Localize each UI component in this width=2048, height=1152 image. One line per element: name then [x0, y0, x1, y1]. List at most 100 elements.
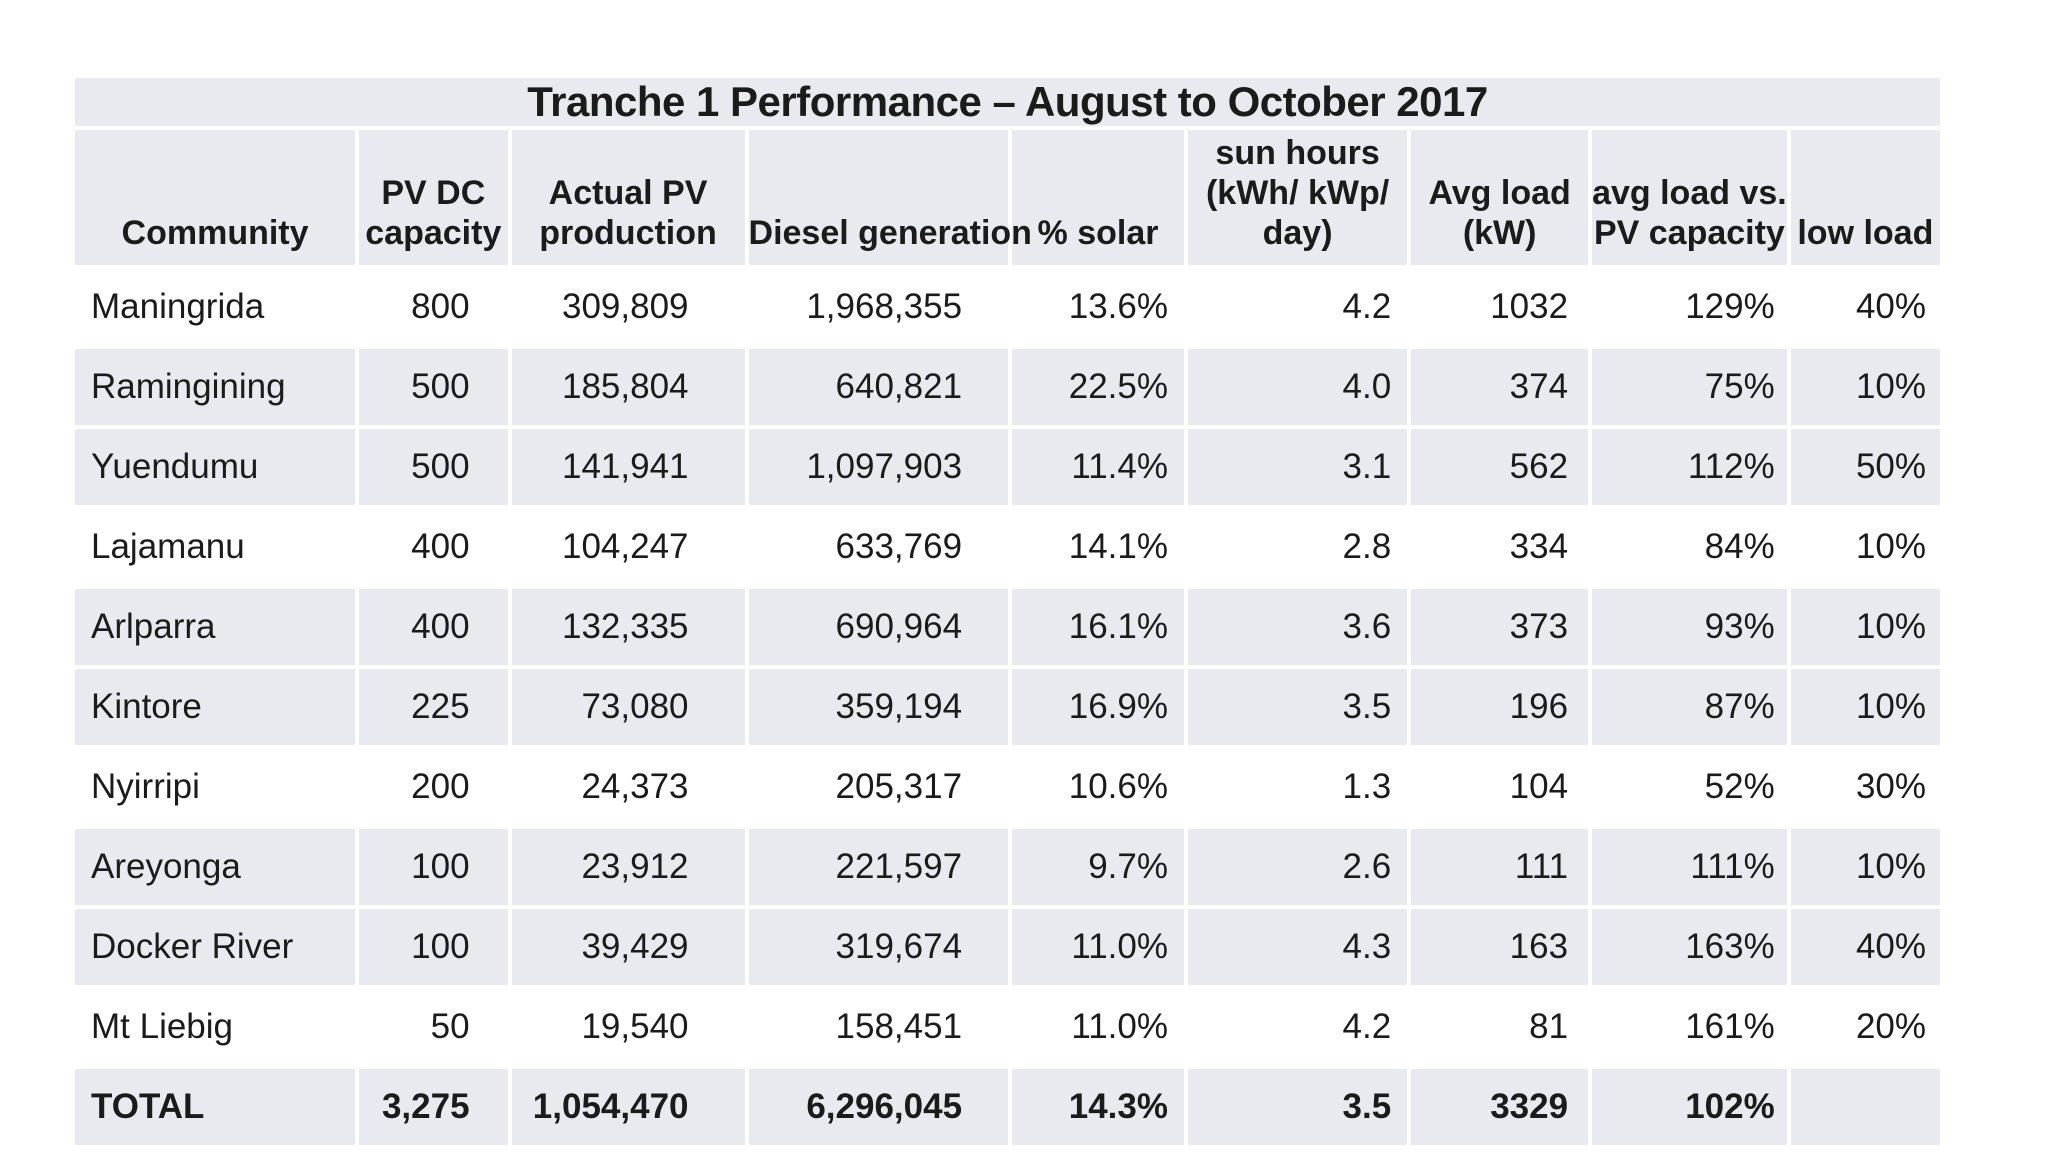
table-title-row: Tranche 1 Performance – August to Octobe… [75, 78, 1940, 126]
value-cell: 3.1 [1187, 429, 1408, 505]
value-cell: 112% [1592, 429, 1787, 505]
value-cell: 22.5% [1012, 349, 1184, 425]
value-cell: 100 [359, 829, 508, 905]
value-cell: 562 [1411, 429, 1589, 505]
value-cell: 3.5 [1187, 669, 1408, 745]
table-row: Mt Liebig 50 19,540 158,451 11.0% 4.2 81 161% 20… [75, 989, 1940, 1065]
value-cell: 374 [1411, 349, 1589, 425]
value-cell: 161% [1592, 989, 1787, 1065]
value-cell: 1.3 [1187, 749, 1408, 825]
column-header: Avg load (kW) [1411, 130, 1589, 265]
value-cell: 10.6% [1012, 749, 1184, 825]
value-cell: 104 [1411, 749, 1589, 825]
value-cell: 359,194 [748, 669, 1009, 745]
value-cell: 111 [1411, 829, 1589, 905]
value-cell: 3.5 [1187, 1069, 1408, 1145]
value-cell: 4.2 [1187, 269, 1408, 345]
value-cell: 141,941 [511, 429, 745, 505]
value-cell: 3,275 [359, 1069, 508, 1145]
value-cell: 163 [1411, 909, 1589, 985]
table-row: Areyonga 100 23,912 221,597 9.7% 2.6 111 111% 10… [75, 829, 1940, 905]
value-cell: 221,597 [748, 829, 1009, 905]
value-cell: 19,540 [511, 989, 745, 1065]
value-cell: 50% [1790, 429, 1940, 505]
column-header: Community [75, 130, 356, 265]
value-cell: 81 [1411, 989, 1589, 1065]
value-cell: 11.0% [1012, 989, 1184, 1065]
table-row: Arlparra 400 132,335 690,964 16.1% 3.6 373 93% 1… [75, 589, 1940, 665]
community-cell: Lajamanu [75, 509, 356, 585]
value-cell: 500 [359, 429, 508, 505]
value-cell: 10% [1790, 669, 1940, 745]
value-cell: 1,968,355 [748, 269, 1009, 345]
column-header: sun hours (kWh/ kWp/ day) [1187, 130, 1408, 265]
table-row: Maningrida 800 309,809 1,968,355 13.6% 4.2 103… [75, 269, 1940, 345]
community-cell: Ramingining [75, 349, 356, 425]
value-cell: 100 [359, 909, 508, 985]
value-cell: 23,912 [511, 829, 745, 905]
value-cell: 200 [359, 749, 508, 825]
value-cell: 373 [1411, 589, 1589, 665]
value-cell: 10% [1790, 829, 1940, 905]
value-cell: 16.9% [1012, 669, 1184, 745]
community-cell: Mt Liebig [75, 989, 356, 1065]
value-cell: 633,769 [748, 509, 1009, 585]
community-cell: Nyirripi [75, 749, 356, 825]
column-header: Actual PV production [511, 130, 745, 265]
value-cell: 40% [1790, 909, 1940, 985]
value-cell: 73,080 [511, 669, 745, 745]
value-cell: 93% [1592, 589, 1787, 665]
value-cell: 3329 [1411, 1069, 1589, 1145]
value-cell: 104,247 [511, 509, 745, 585]
table-row: Ramingining 500 185,804 640,821 22.5% 4.0 374 7… [75, 349, 1940, 425]
value-cell: 500 [359, 349, 508, 425]
community-cell: TOTAL [75, 1069, 356, 1145]
value-cell: 163% [1592, 909, 1787, 985]
value-cell: 158,451 [748, 989, 1009, 1065]
column-header: Diesel generation [748, 130, 1032, 265]
value-cell: 1,097,903 [748, 429, 1009, 505]
value-cell: 400 [359, 589, 508, 665]
community-cell: Arlparra [75, 589, 356, 665]
value-cell: 10% [1790, 589, 1940, 665]
column-header: PV DC capacity [359, 130, 508, 265]
value-cell: 185,804 [511, 349, 745, 425]
value-cell: 39,429 [511, 909, 745, 985]
value-cell: 2.8 [1187, 509, 1408, 585]
community-cell: Yuendumu [75, 429, 356, 505]
table-row: Yuendumu 500 141,941 1,097,903 11.4% 3.1 562 11… [75, 429, 1940, 505]
value-cell: 4.0 [1187, 349, 1408, 425]
value-cell: 84% [1592, 509, 1787, 585]
value-cell: 4.2 [1187, 989, 1408, 1065]
column-header: low load [1790, 130, 1940, 265]
table-row: Lajamanu 400 104,247 633,769 14.1% 2.8 334 84% 1… [75, 509, 1940, 585]
value-cell: 196 [1411, 669, 1589, 745]
value-cell: 75% [1592, 349, 1787, 425]
column-header: % solar [1012, 130, 1184, 265]
value-cell: 111% [1592, 829, 1787, 905]
value-cell: 52% [1592, 749, 1787, 825]
community-cell: Docker River [75, 909, 356, 985]
value-cell: 16.1% [1012, 589, 1184, 665]
value-cell: 400 [359, 509, 508, 585]
value-cell: 6,296,045 [748, 1069, 1009, 1145]
value-cell: 10% [1790, 349, 1940, 425]
value-cell: 309,809 [511, 269, 745, 345]
value-cell [1790, 1069, 1940, 1145]
value-cell: 40% [1790, 269, 1940, 345]
value-cell: 24,373 [511, 749, 745, 825]
table-row: Nyirripi 200 24,373 205,317 10.6% 1.3 104 52% 30… [75, 749, 1940, 825]
value-cell: 1032 [1411, 269, 1589, 345]
value-cell: 11.0% [1012, 909, 1184, 985]
community-cell: Areyonga [75, 829, 356, 905]
value-cell: 14.3% [1012, 1069, 1184, 1145]
value-cell: 87% [1592, 669, 1787, 745]
value-cell: 9.7% [1012, 829, 1184, 905]
value-cell: 132,335 [511, 589, 745, 665]
value-cell: 205,317 [748, 749, 1009, 825]
value-cell: 4.3 [1187, 909, 1408, 985]
value-cell: 334 [1411, 509, 1589, 585]
value-cell: 3.6 [1187, 589, 1408, 665]
value-cell: 30% [1790, 749, 1940, 825]
